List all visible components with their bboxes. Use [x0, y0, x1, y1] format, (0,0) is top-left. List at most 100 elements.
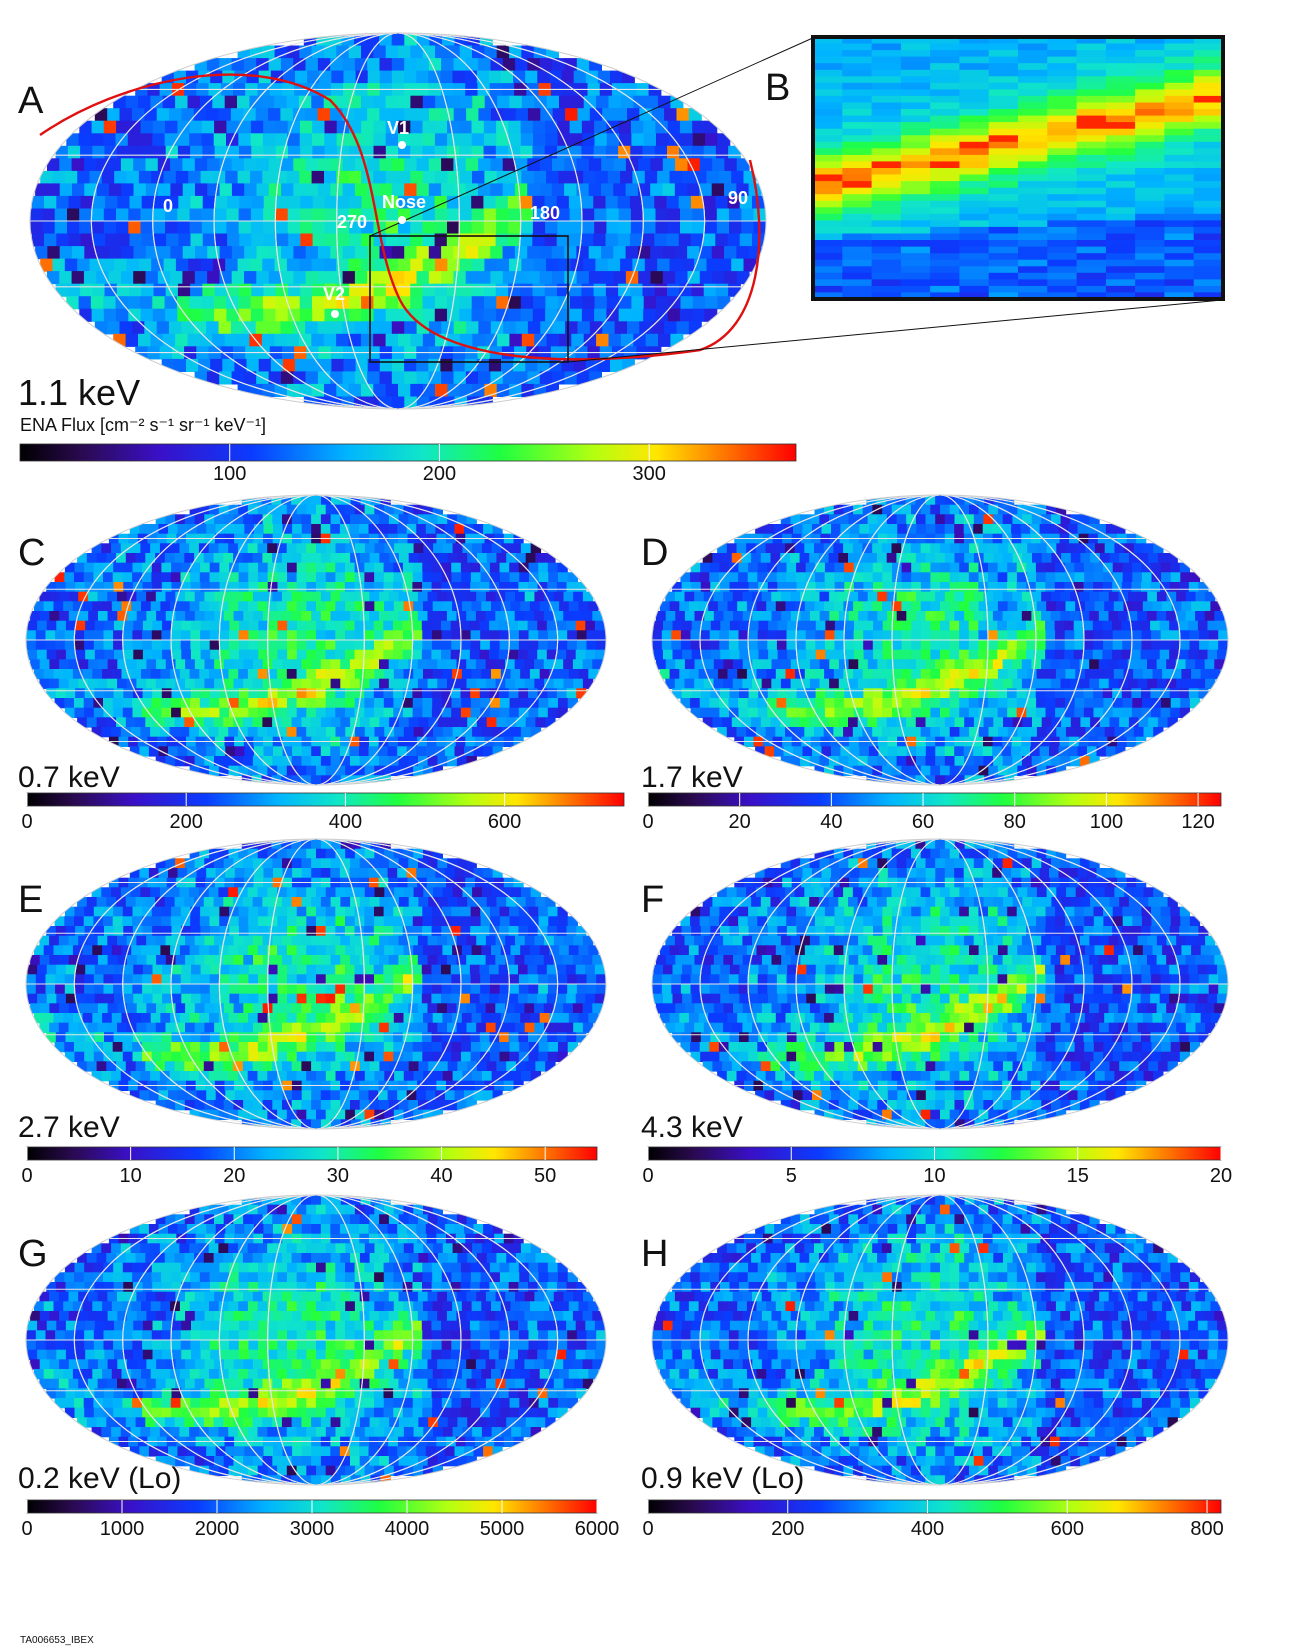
map-pixel — [345, 945, 356, 956]
map-pixel — [863, 640, 874, 651]
map-pixel — [206, 321, 220, 335]
map-pixel — [690, 640, 701, 651]
map-pixel — [288, 233, 301, 247]
map-pixel — [997, 620, 1008, 631]
map-pixel — [466, 321, 480, 335]
map-pixel — [496, 133, 510, 147]
map-pixel — [563, 678, 574, 689]
map-pixel — [101, 258, 115, 272]
map-pixel — [1064, 620, 1075, 631]
map-pixel — [783, 524, 794, 535]
map-pixel — [301, 839, 312, 850]
map-pixel — [473, 746, 484, 757]
map-pixel — [114, 258, 128, 272]
map-pixel — [703, 591, 714, 602]
map-pixel — [374, 543, 385, 554]
map-pixel — [681, 170, 695, 184]
map-pixel — [291, 935, 302, 946]
map-pixel — [209, 562, 220, 573]
map-pixel — [1055, 707, 1066, 718]
map-pixel — [538, 698, 549, 709]
map-pixel — [177, 308, 191, 322]
map-pixel — [780, 514, 791, 525]
map-pixel — [342, 271, 356, 285]
map-pixel — [802, 746, 813, 757]
map-pixel — [127, 296, 141, 310]
map-pixel — [71, 158, 85, 172]
map-pixel — [719, 630, 730, 641]
map-pixel — [747, 572, 758, 583]
map-pixel — [1016, 698, 1028, 709]
map-pixel — [84, 974, 95, 985]
map-pixel — [433, 727, 444, 738]
map-pixel — [872, 707, 883, 718]
map-pixel — [1064, 630, 1075, 641]
map-pixel — [760, 553, 772, 564]
map-pixel — [49, 955, 60, 966]
map-pixel — [809, 678, 821, 689]
map-pixel — [563, 591, 574, 602]
map-pixel — [717, 727, 728, 738]
map-pixel — [103, 707, 114, 718]
map-pixel — [446, 659, 458, 670]
map-pixel — [267, 630, 278, 641]
map-pixel — [336, 133, 350, 147]
map-pixel — [528, 640, 539, 651]
map-pixel — [1083, 688, 1094, 699]
map-pixel — [848, 717, 859, 728]
map-pixel — [749, 649, 760, 660]
map-pixel — [324, 383, 337, 397]
map-pixel — [537, 70, 550, 84]
map-pixel — [364, 688, 375, 699]
map-pixel — [451, 640, 462, 651]
map-pixel — [111, 601, 123, 612]
map-pixel — [218, 108, 232, 122]
map-pixel — [775, 601, 787, 612]
map-pixel — [168, 746, 179, 757]
map-pixel — [1150, 688, 1161, 699]
map-pixel — [1122, 640, 1133, 651]
map-pixel — [300, 145, 313, 159]
map-pixel — [672, 688, 683, 699]
map-pixel — [175, 258, 189, 272]
map-pixel — [485, 611, 496, 622]
map-pixel — [391, 33, 405, 47]
map-pixel — [152, 221, 166, 235]
map-pixel — [335, 601, 346, 612]
map-pixel — [1151, 640, 1162, 651]
map-pixel — [940, 630, 951, 641]
map-pixel — [528, 688, 539, 699]
map-pixel — [940, 504, 951, 515]
map-pixel — [1012, 756, 1023, 767]
map-pixel — [1065, 601, 1076, 612]
map-pixel — [675, 271, 688, 285]
map-pixel — [209, 601, 220, 612]
map-pixel — [422, 572, 433, 583]
map-pixel — [354, 371, 368, 385]
map-pixel — [532, 145, 546, 159]
map-pixel — [165, 858, 176, 869]
map-pixel — [219, 562, 230, 573]
map-pixel — [800, 756, 811, 767]
map-pixel — [209, 707, 220, 718]
map-pixel — [969, 504, 980, 515]
map-pixel — [748, 582, 759, 593]
map-pixel — [915, 678, 927, 689]
map-pixel — [335, 688, 346, 699]
map-pixel — [383, 640, 394, 651]
map-pixel — [1200, 669, 1211, 680]
map-pixel — [906, 524, 917, 535]
map-pixel — [983, 611, 994, 622]
map-pixel — [228, 945, 239, 956]
map-pixel — [150, 669, 161, 680]
map-pixel — [480, 572, 491, 583]
map-pixel — [349, 308, 362, 322]
map-pixel — [441, 630, 452, 641]
map-pixel — [559, 669, 570, 680]
map-pixel — [727, 601, 738, 612]
map-pixel — [809, 553, 820, 564]
map-pixel — [935, 524, 946, 535]
map-pixel — [340, 591, 351, 602]
map-pixel — [275, 133, 289, 147]
map-pixel — [460, 649, 471, 660]
